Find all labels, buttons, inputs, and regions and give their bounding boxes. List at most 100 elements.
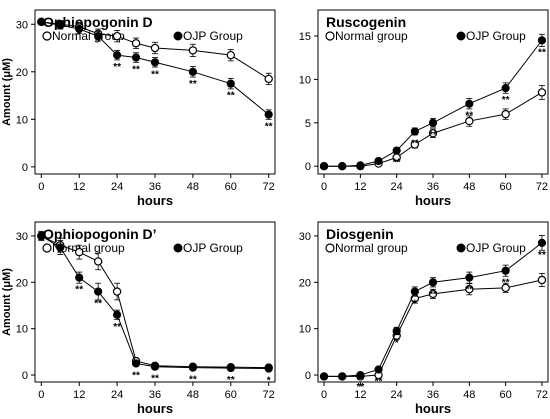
x-tick-label: 36 [427,181,439,193]
x-tick-label: 24 [391,389,403,401]
y-tick-label: 30 [299,231,311,243]
y-tick-label: 0 [22,162,28,174]
x-axis-label: hours [415,401,451,416]
significance-mark: ** [75,285,83,296]
data-point [188,363,197,372]
data-point [465,285,474,294]
data-point [150,43,160,53]
x-tick-label: 12 [73,389,85,401]
data-point [537,88,547,97]
x-tick-label: 24 [111,181,123,193]
legend-label: Normal group [335,29,408,43]
data-point [537,275,547,285]
series-ojp [37,230,273,373]
significance-mark: ** [151,69,159,80]
x-tick-label: 72 [536,389,548,401]
data-point [392,146,401,155]
legend-label: OJP Group [466,29,526,43]
significance-mark: ** [393,158,401,169]
x-tick-label: 0 [321,389,327,401]
significance-mark: ** [502,95,510,106]
data-point [112,31,122,41]
significance-mark: ** [356,382,364,393]
series-line [41,235,269,369]
x-tick-label: 12 [354,181,366,193]
x-tick-label: 48 [463,389,475,401]
panel-3: 0 12 24 36 48 60 72 0 10 20 30 Ophiopogonin D’ hours… [1,221,276,416]
data-point [410,127,419,136]
significance-mark: ** [502,278,510,289]
legend-marker [173,243,183,253]
significance-mark: * [413,299,417,310]
data-point [113,310,122,319]
data-point [264,110,273,119]
significance-mark: * [395,338,399,349]
y-tick-label: 10 [299,74,311,86]
data-point [374,156,383,166]
data-point [150,58,160,67]
data-point [226,363,235,373]
series-line [41,21,269,80]
data-point [537,238,547,247]
x-tick-label: 72 [536,181,548,193]
data-point [410,287,419,296]
data-point [338,162,347,171]
significance-mark: ** [132,65,140,76]
data-point [94,32,103,41]
legend-marker [173,31,183,41]
x-axis-label: hours [415,193,451,208]
y-tick-label: 10 [16,324,28,336]
data-point [188,67,197,76]
y-tick-label: 0 [22,370,28,382]
data-point [75,247,84,257]
significance-mark: ** [94,299,102,310]
x-tick-label: 24 [391,181,403,193]
significance-mark: ** [429,289,437,300]
data-point [319,162,329,171]
significance-mark: ** [189,375,197,386]
data-point [56,21,65,30]
x-axis-label: hours [137,401,173,416]
data-point [501,283,510,293]
legend-marker [456,31,466,41]
significance-mark: ** [465,111,473,122]
y-axis-label: Amount (μM) [1,58,13,126]
x-tick-label: 72 [263,181,275,193]
y-tick-label: 10 [16,114,28,126]
data-point [465,116,474,126]
data-point [428,289,438,299]
data-point [428,118,438,127]
x-tick-label: 0 [321,181,327,193]
x-tick-label: 0 [38,181,44,193]
data-point [410,140,420,149]
x-tick-label: 72 [263,389,275,401]
data-point [150,362,160,371]
significance-mark: ** [429,130,437,141]
data-point [37,231,46,241]
y-tick-label: 10 [299,324,311,336]
series-ojp [37,17,273,120]
series-line [324,40,543,167]
panel-title: Ophiopogonin D’ [43,226,157,242]
y-tick-label: 30 [16,231,28,243]
x-tick-label: 36 [427,389,439,401]
panel-title: Diosgenin [326,226,394,242]
data-point [56,243,65,252]
x-tick-label: 36 [149,389,161,401]
x-tick-label: 48 [187,181,199,193]
significance-mark: ** [113,322,121,333]
significance-mark: * [267,376,271,387]
data-point [131,53,141,62]
data-point [188,46,198,55]
series-ojp [319,33,547,171]
series-normal [319,85,547,171]
significance-mark: ** [113,62,121,73]
legend-label: Normal group [52,29,125,43]
x-tick-label: 60 [225,389,237,401]
significance-mark: ** [227,375,235,386]
x-tick-label: 60 [225,181,237,193]
data-point [338,372,347,381]
x-tick-label: 36 [149,181,161,193]
